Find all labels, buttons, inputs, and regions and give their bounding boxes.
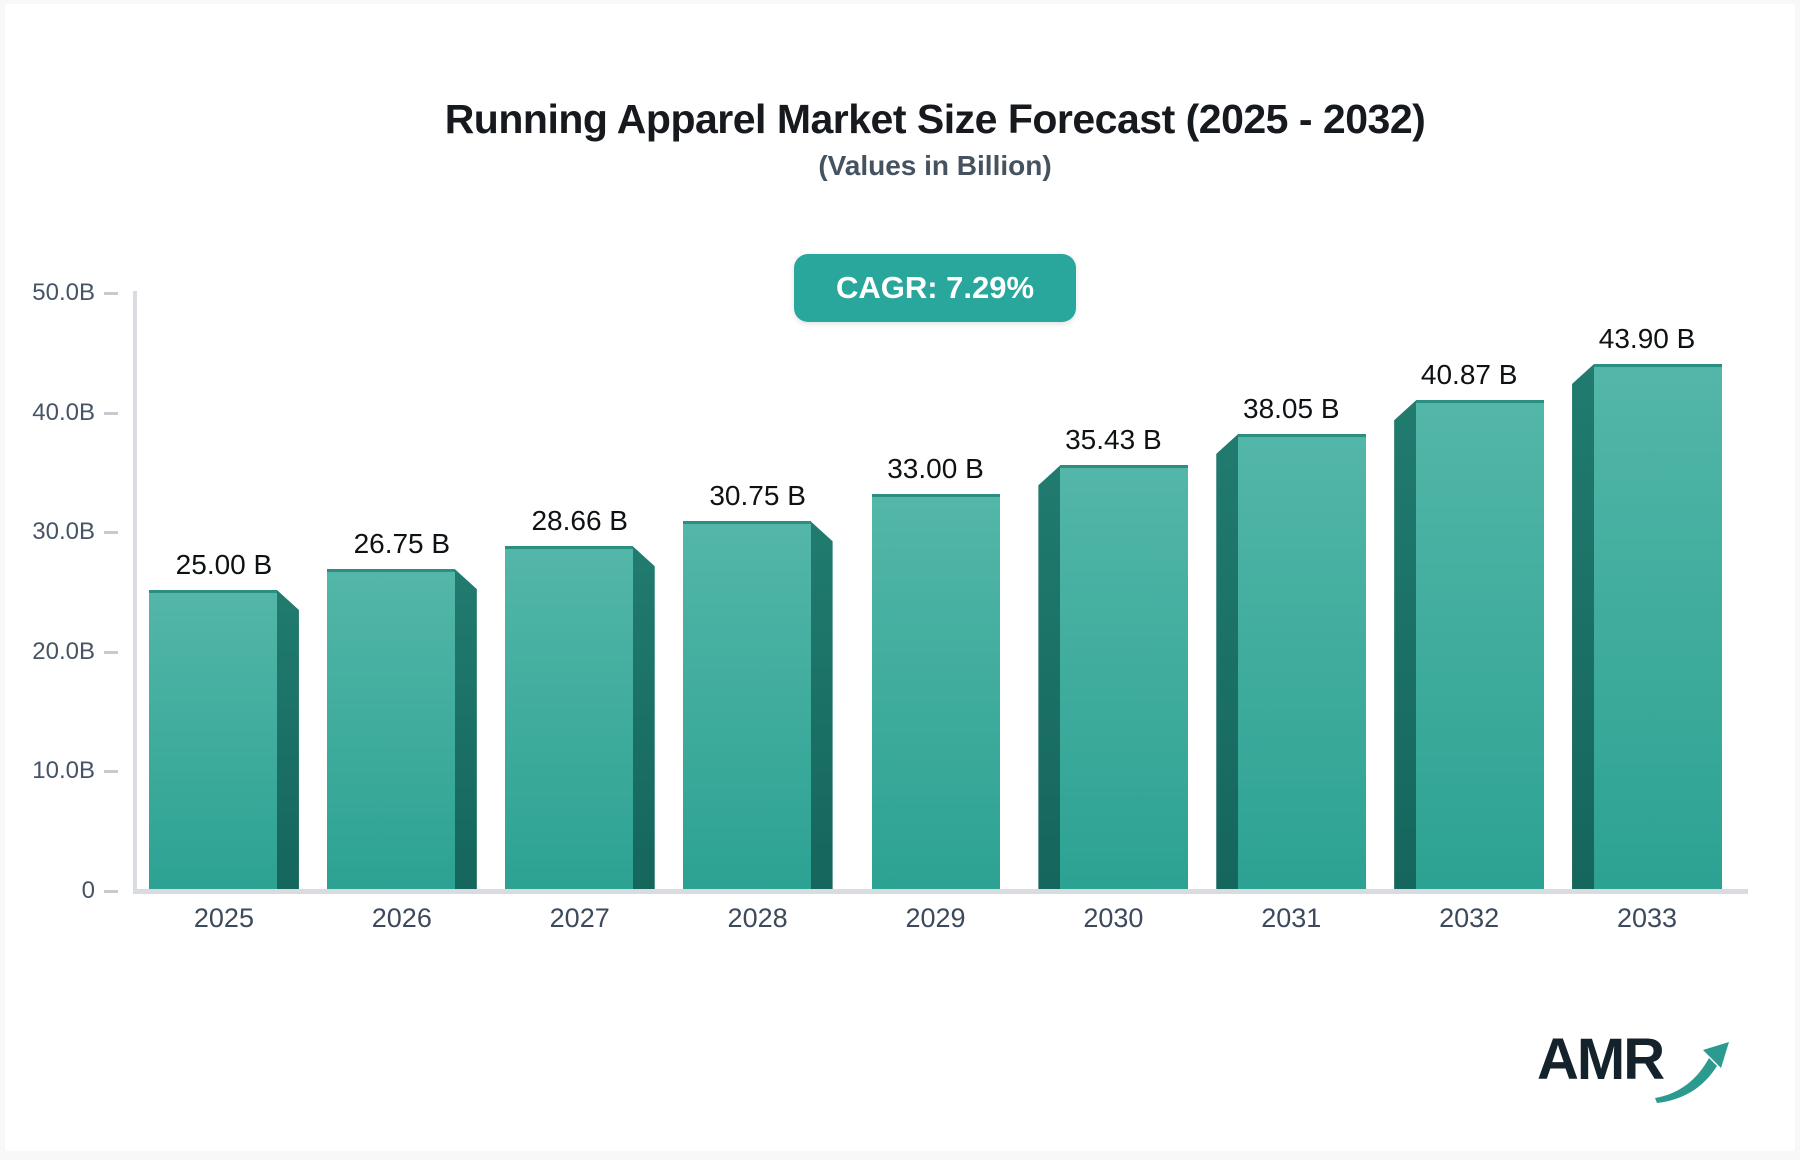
bar-value-label: 43.90 B bbox=[1598, 322, 1696, 354]
bar-value-label: 40.87 B bbox=[1420, 359, 1518, 391]
bar-group-2027 bbox=[504, 546, 655, 889]
bar-front-face bbox=[1416, 400, 1545, 889]
bar-value-label: 28.66 B bbox=[531, 505, 628, 537]
y-axis-tick-label: 10.0B bbox=[32, 757, 95, 785]
growth-arrow-tail bbox=[1655, 1058, 1718, 1103]
bar-value-label: 35.43 B bbox=[1065, 424, 1162, 456]
y-axis-tick bbox=[104, 770, 118, 774]
x-axis-label: 2030 bbox=[1083, 903, 1144, 933]
bar-group-2029 bbox=[861, 494, 1011, 889]
bar-side-face bbox=[1394, 400, 1417, 889]
bar-group-2026 bbox=[326, 569, 477, 889]
bar-front-face bbox=[682, 521, 811, 889]
bar-front-face bbox=[326, 569, 455, 889]
y-axis-line bbox=[133, 291, 137, 891]
bar-group-2030 bbox=[1038, 465, 1189, 889]
bar-group-2033 bbox=[1572, 363, 1723, 889]
bar-front-face bbox=[1238, 433, 1367, 889]
cagr-badge-wrap: CAGR: 7.29% bbox=[135, 254, 1735, 322]
bar-side-face bbox=[810, 521, 833, 889]
bar-value-label: 26.75 B bbox=[353, 528, 451, 560]
y-axis-tick bbox=[104, 411, 118, 415]
y-axis-tick bbox=[104, 890, 118, 893]
bar-group-2031 bbox=[1216, 433, 1367, 889]
x-axis-label: 2028 bbox=[727, 903, 788, 933]
chart-card: Running Apparel Market Size Forecast (20… bbox=[5, 4, 1795, 1151]
chart-title: Running Apparel Market Size Forecast (20… bbox=[444, 96, 1426, 142]
growth-arrow-icon bbox=[1655, 1042, 1730, 1103]
bar-front-face bbox=[1060, 465, 1189, 889]
x-axis-label: 2033 bbox=[1617, 903, 1678, 933]
bar-front-face bbox=[148, 590, 277, 889]
bar-group-2028 bbox=[682, 521, 833, 889]
y-axis-tick-label: 20.0B bbox=[32, 637, 95, 665]
y-axis-tick-label: 40.0B bbox=[32, 398, 95, 426]
bar-value-label: 30.75 B bbox=[709, 480, 806, 512]
bar-side-face bbox=[1572, 363, 1595, 889]
plot-area: 0 10.0B 20.0B 30.0B 40.0B 50.0B 25.00 B 2025 26.… bbox=[5, 4, 1800, 1160]
y-axis-tick-label: 30.0B bbox=[32, 518, 95, 546]
growth-arrow-head bbox=[1703, 1042, 1730, 1068]
bar-side-face bbox=[1216, 433, 1239, 889]
bar-value-label: 38.05 B bbox=[1243, 392, 1340, 424]
bar-front-face bbox=[871, 494, 1000, 889]
bar-side-face bbox=[632, 546, 655, 889]
bar-group-2025 bbox=[148, 590, 299, 889]
chart-subtitle: (Values in Billion) bbox=[818, 150, 1052, 181]
x-axis-label: 2029 bbox=[905, 903, 966, 933]
y-axis-tick-label: 50.0B bbox=[32, 279, 95, 306]
x-axis-label: 2026 bbox=[371, 903, 432, 933]
bar-side-face bbox=[454, 569, 477, 889]
bar-group-2032 bbox=[1394, 400, 1545, 889]
bar-front-face bbox=[1594, 363, 1723, 889]
bar-front-face bbox=[504, 546, 633, 889]
y-axis-tick bbox=[104, 292, 118, 295]
y-axis-tick bbox=[104, 650, 118, 654]
bar-value-label: 33.00 B bbox=[887, 453, 984, 485]
x-axis-label: 2031 bbox=[1261, 903, 1322, 933]
bar-value-label: 25.00 B bbox=[175, 549, 273, 580]
cagr-badge: CAGR: 7.29% bbox=[793, 254, 1077, 322]
x-axis-label: 2027 bbox=[549, 903, 610, 933]
bar-side-face bbox=[1038, 465, 1061, 889]
amr-logo: AMR bbox=[1537, 1030, 1731, 1108]
x-axis-label: 2032 bbox=[1439, 903, 1500, 933]
y-axis-tick-label: 0 bbox=[81, 877, 95, 904]
y-axis-tick bbox=[104, 531, 118, 535]
x-axis-line bbox=[133, 889, 1748, 894]
amr-logo-text: AMR bbox=[1537, 1027, 1665, 1092]
x-axis-label: 2025 bbox=[193, 903, 254, 933]
bar-side-face bbox=[276, 590, 299, 889]
